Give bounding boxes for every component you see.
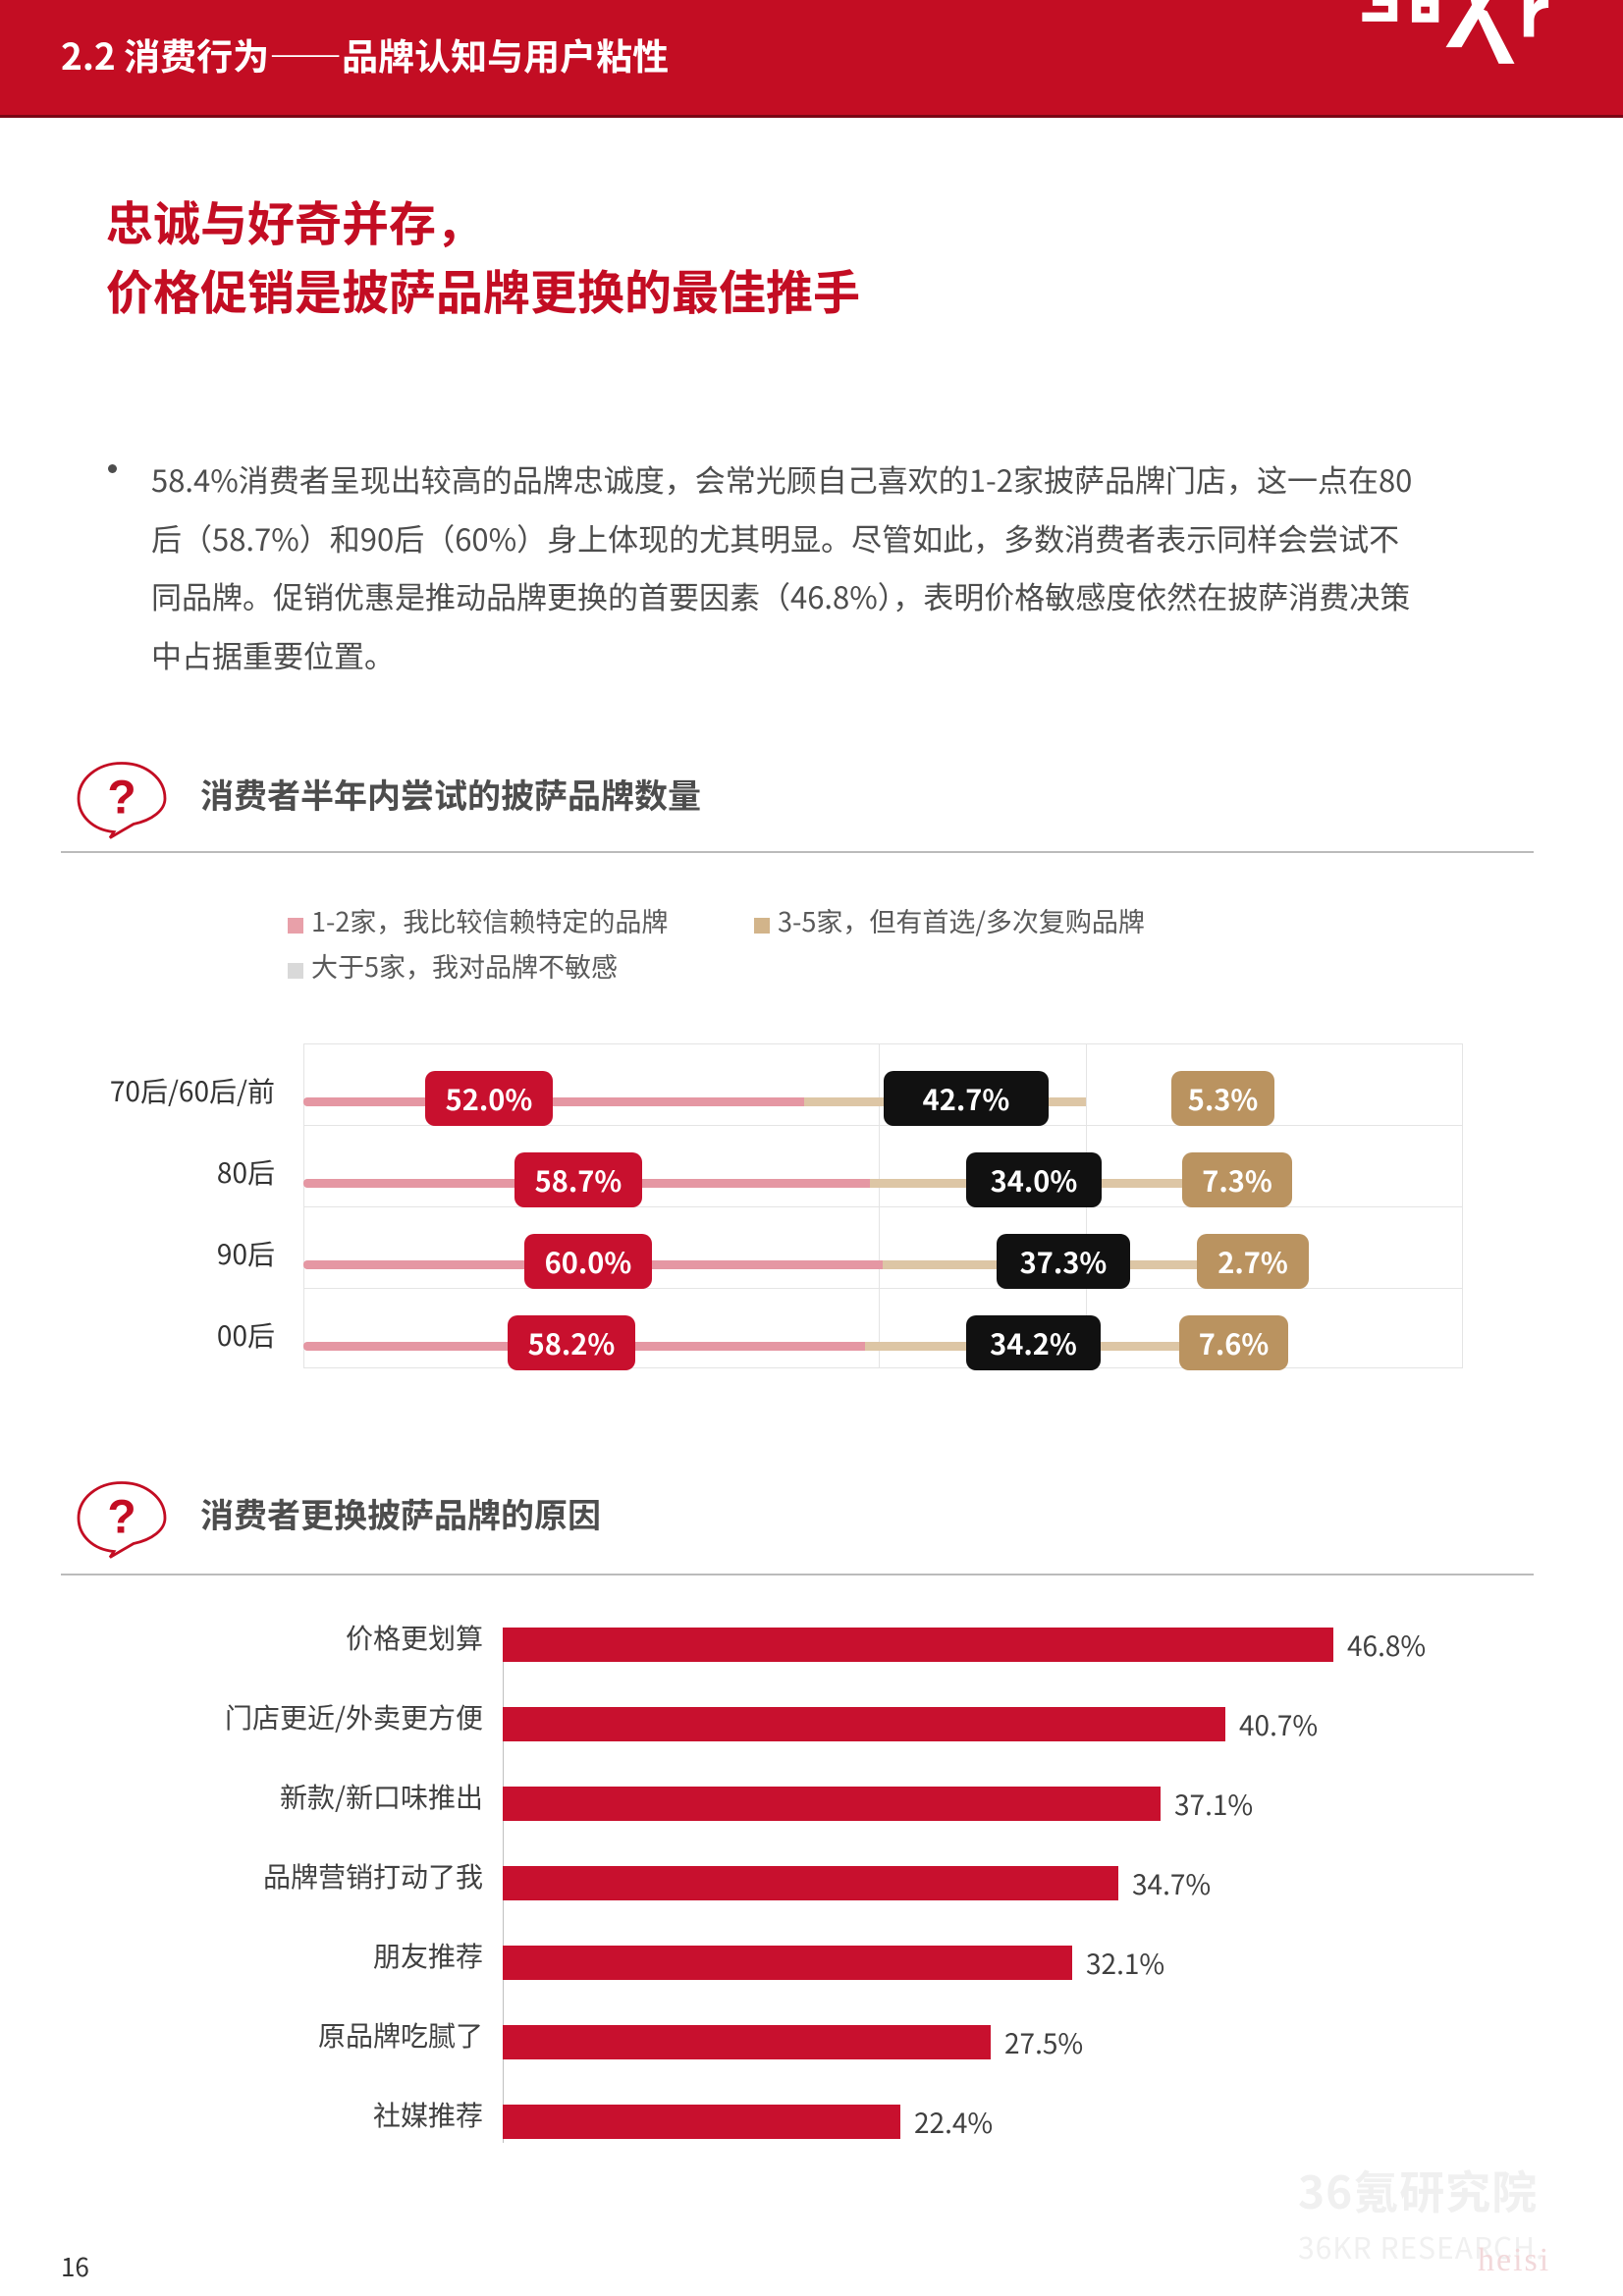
svg-text:?: ? bbox=[107, 773, 135, 825]
svg-text:?: ? bbox=[107, 1492, 135, 1544]
